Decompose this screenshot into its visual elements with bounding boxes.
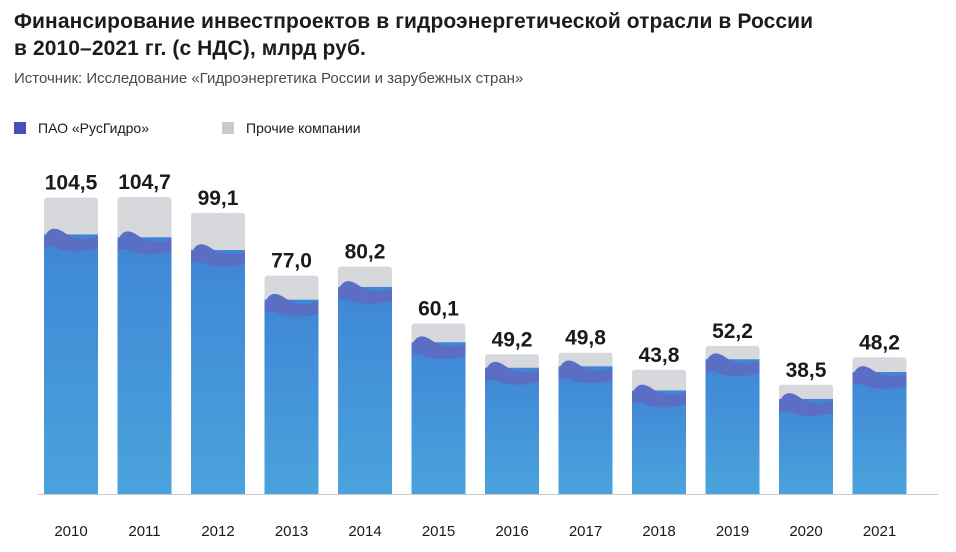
- bar-total-label-2014: 80,2: [345, 240, 386, 263]
- bar-rushydro-2019: [705, 359, 760, 494]
- legend-label-other: Прочие компании: [246, 120, 361, 136]
- chart-source: Источник: Исследование «Гидроэнергетика …: [14, 70, 524, 87]
- bar-wave-2020: [779, 393, 833, 416]
- x-tick-label-2014: 2014: [348, 523, 381, 540]
- x-tick-label-2019: 2019: [716, 523, 749, 540]
- bar-rushydro-2013: [264, 299, 319, 494]
- bar-total-label-2011: 104,7: [118, 171, 171, 194]
- x-tick-label-2011: 2011: [128, 523, 160, 540]
- bar-total-label-2020: 38,5: [786, 359, 827, 382]
- x-tick-label-2015: 2015: [422, 523, 455, 540]
- x-tick-label-2010: 2010: [54, 523, 87, 540]
- bar-rushydro-2017: [558, 366, 613, 494]
- bar-rushydro-2011: [117, 237, 172, 494]
- bar-wave-2010: [44, 228, 98, 252]
- bar-wave-2017: [558, 360, 613, 384]
- legend-swatch-rushydro: [14, 122, 26, 134]
- bar-rushydro-2021: [852, 372, 907, 494]
- bar-wave-2013: [264, 293, 319, 317]
- bar-wave-2019: [705, 353, 760, 377]
- bar-rushydro-2012: [191, 250, 245, 494]
- bar-total-label-2015: 60,1: [418, 298, 459, 321]
- bar-other-2011: [117, 197, 172, 244]
- bar-rushydro-2015: [411, 342, 466, 494]
- bar-wave-2016: [485, 361, 539, 385]
- bar-rushydro-2014: [338, 286, 392, 494]
- bar-wave-2021: [852, 366, 907, 390]
- bar-total-label-2012: 99,1: [198, 187, 239, 210]
- chart-title: Финансирование инвестпроектов в гидроэне…: [14, 8, 944, 62]
- bar-total-label-2021: 48,2: [859, 331, 900, 354]
- x-tick-label-2017: 2017: [569, 523, 602, 540]
- legend-item-rushydro: ПАО «РусГидро»: [14, 120, 149, 136]
- x-tick-label-2016: 2016: [495, 523, 528, 540]
- legend-label-rushydro: ПАО «РусГидро»: [38, 120, 149, 136]
- bar-rushydro-2018: [632, 390, 686, 494]
- bar-total-label-2017: 49,8: [565, 327, 606, 350]
- bar-wave-2015: [411, 336, 466, 360]
- chart-title-line1: Финансирование инвестпроектов в гидроэне…: [14, 10, 814, 33]
- x-tick-label-2018: 2018: [642, 523, 675, 540]
- bar-wave-2018: [632, 384, 686, 408]
- legend-item-other: Прочие компании: [222, 120, 361, 136]
- bar-total-label-2018: 43,8: [639, 344, 680, 367]
- bar-total-label-2013: 77,0: [271, 250, 312, 273]
- x-tick-label-2012: 2012: [201, 523, 234, 540]
- bar-wave-2012: [191, 244, 245, 268]
- x-tick-label-2020: 2020: [789, 523, 822, 540]
- legend-swatch-other: [222, 122, 234, 134]
- x-tick-label-2013: 2013: [275, 523, 308, 540]
- chart-title-line2: в 2010–2021 гг. (с НДС), млрд руб.: [14, 37, 366, 60]
- bar-wave-2011: [117, 231, 172, 255]
- bar-total-label-2019: 52,2: [712, 320, 753, 343]
- x-tick-label-2021: 2021: [863, 523, 896, 540]
- bar-total-label-2010: 104,5: [45, 172, 98, 195]
- bar-wave-2014: [338, 281, 392, 304]
- bar-total-label-2016: 49,2: [492, 328, 533, 351]
- bar-rushydro-2016: [485, 367, 539, 494]
- bar-rushydro-2010: [44, 234, 98, 494]
